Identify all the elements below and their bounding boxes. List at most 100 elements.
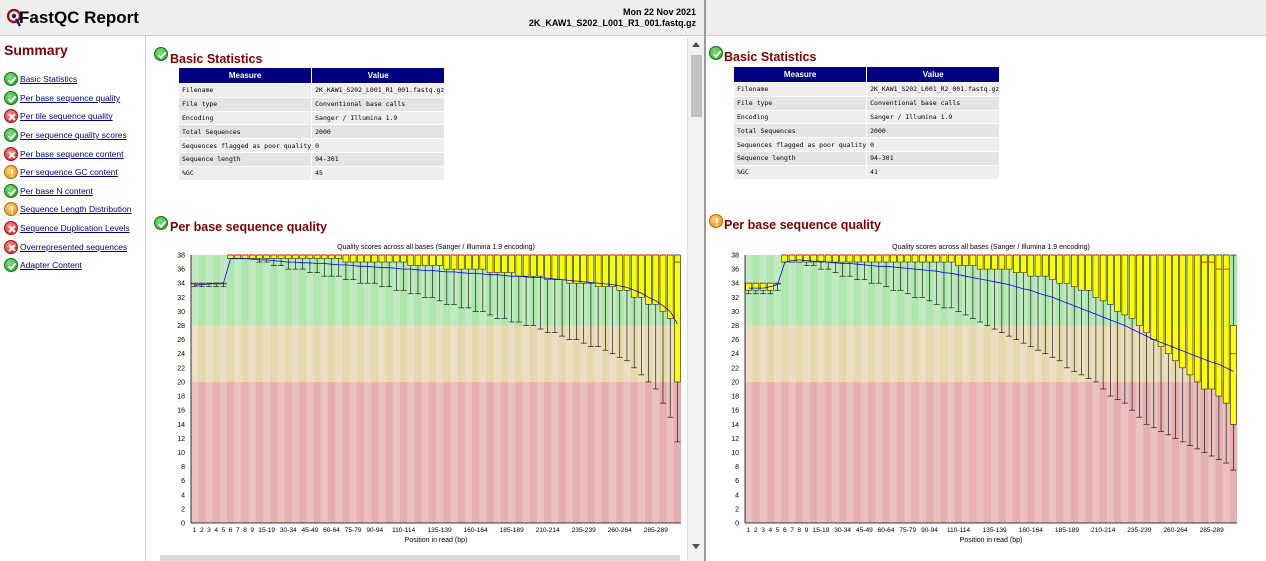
summary-item[interactable]: Adapter Content <box>4 256 132 275</box>
x-tick-label: 2 <box>200 527 204 534</box>
quartile-box <box>1165 254 1172 354</box>
quartile-box <box>1222 254 1230 404</box>
y-tick-label: 14 <box>731 422 739 429</box>
x-tick-label: 15-19 <box>258 527 275 534</box>
quartile-box <box>652 254 659 305</box>
quartile-box <box>277 254 285 259</box>
y-tick-label: 36 <box>731 267 739 274</box>
column-stripe <box>234 255 242 523</box>
quartile-box <box>443 254 451 270</box>
y-tick-label: 36 <box>177 267 185 274</box>
value-cell: 2000 <box>866 123 1001 139</box>
quartile-box <box>508 254 515 273</box>
fastqc-logo-icon <box>6 8 22 27</box>
summary-link[interactable]: Basic Statistics <box>20 74 78 85</box>
scroll-down-arrow-icon[interactable] <box>692 544 700 549</box>
summary-link[interactable]: Per sequence quality scores <box>20 130 127 141</box>
x-tick-label: 285-289 <box>1200 527 1225 534</box>
y-tick-label: 10 <box>177 450 185 457</box>
summary-item[interactable]: Sequence Duplication Levels <box>4 219 132 238</box>
quartile-box <box>1215 254 1223 397</box>
quartile-box <box>429 254 436 266</box>
y-tick-label: 0 <box>181 521 185 528</box>
scroll-up-arrow-icon[interactable] <box>692 42 700 47</box>
warning-icon <box>709 214 723 228</box>
quartile-box <box>984 254 991 270</box>
scroll-thumb[interactable] <box>691 55 702 117</box>
y-tick-label: 10 <box>731 450 739 457</box>
table-row: Filename 2K_KAW1_S202_L001_R1_001.fastq.g… <box>177 83 446 98</box>
summary-link[interactable]: Overrepresented sequences <box>20 241 128 252</box>
summary-item[interactable]: Per base sequence content <box>4 144 132 163</box>
quartile-box <box>299 254 306 259</box>
y-tick-label: 12 <box>177 436 185 443</box>
summary-link[interactable]: Per tile sequence quality <box>20 111 113 122</box>
summary-item[interactable]: Basic Statistics <box>4 70 132 89</box>
y-tick-label: 20 <box>177 379 185 386</box>
quartile-box <box>752 282 760 291</box>
x-tick-label: 5 <box>776 527 780 534</box>
table-row: Sequences flagged as poor quality 0 <box>732 137 1001 152</box>
quartile-box <box>890 254 897 263</box>
summary-item[interactable]: Per tile sequence quality <box>4 107 132 126</box>
quartile-box <box>1186 254 1194 376</box>
quartile-box <box>1107 254 1114 305</box>
summary-item[interactable]: Per sequence quality scores <box>4 126 132 145</box>
basic-statistics-status-icon <box>709 46 723 65</box>
x-axis-label: Position in read (bp) <box>960 537 1023 544</box>
x-tick-label: 1 <box>193 527 197 534</box>
summary-item[interactable]: Per base N content <box>4 182 132 201</box>
basic-statistics-title: Basic Statistics <box>170 52 263 66</box>
summary-link[interactable]: Adapter Content <box>20 260 82 271</box>
y-tick-label: 28 <box>731 323 739 330</box>
y-tick-label: 26 <box>177 337 185 344</box>
column-stripe <box>291 255 300 523</box>
x-tick-label: 4 <box>214 527 218 534</box>
chart-title: Quality scores across all bases (Sanger … <box>337 244 535 251</box>
y-tick-label: 24 <box>731 351 739 358</box>
y-tick-label: 6 <box>735 478 739 485</box>
summary-link[interactable]: Sequence Length Distribution <box>20 204 132 215</box>
column-stripe <box>1034 255 1042 523</box>
summary-link[interactable]: Per base N content <box>20 185 93 196</box>
summary-link[interactable]: Per sequence GC content <box>20 167 118 178</box>
horizontal-scrollbar[interactable] <box>160 555 680 561</box>
y-tick-label: 34 <box>731 281 739 288</box>
column-stripe <box>335 255 343 523</box>
value-column-header: Value <box>311 67 446 84</box>
quartile-box <box>991 254 998 270</box>
x-tick-label: 135-139 <box>428 527 453 534</box>
quartile-box <box>1136 254 1143 326</box>
quartile-box <box>1085 254 1092 291</box>
quartile-box <box>306 254 314 259</box>
quartile-box <box>537 254 544 277</box>
summary-link[interactable]: Per base sequence content <box>20 148 124 159</box>
pass-check-icon <box>4 128 18 143</box>
quartile-box <box>1208 254 1215 390</box>
quartile-box <box>472 254 479 270</box>
x-tick-label: 15-19 <box>813 527 830 534</box>
quartile-box <box>1128 254 1136 319</box>
y-tick-label: 28 <box>177 323 185 330</box>
value-cell: Conventional base calls <box>866 95 1001 111</box>
summary-item[interactable]: Sequence Length Distribution <box>4 200 132 219</box>
summary-item[interactable]: Per sequence GC content <box>4 163 132 182</box>
summary-item[interactable]: Overrepresented sequences <box>4 237 132 256</box>
y-tick-label: 2 <box>735 506 739 513</box>
quartile-box <box>861 254 868 263</box>
value-cell: 2K_KAW1_S202_L001_R1_001.fastq.gz <box>311 83 446 98</box>
y-tick-label: 8 <box>735 464 739 471</box>
column-stripe <box>846 255 854 523</box>
quartile-box <box>414 254 422 266</box>
quartile-box <box>263 254 270 259</box>
quartile-box <box>227 254 234 259</box>
report-date: Mon 22 Nov 2021 <box>622 7 696 17</box>
column-stripe <box>551 255 559 523</box>
summary-item[interactable]: Per base sequence quality <box>4 89 132 108</box>
summary-link[interactable]: Per base sequence quality <box>20 92 121 103</box>
quartile-box <box>1005 254 1013 270</box>
summary-link[interactable]: Sequence Duplication Levels <box>20 223 130 234</box>
y-tick-label: 32 <box>731 295 739 302</box>
left-panel-scrollbar[interactable] <box>687 37 704 561</box>
x-tick-label: 5 <box>222 527 226 534</box>
